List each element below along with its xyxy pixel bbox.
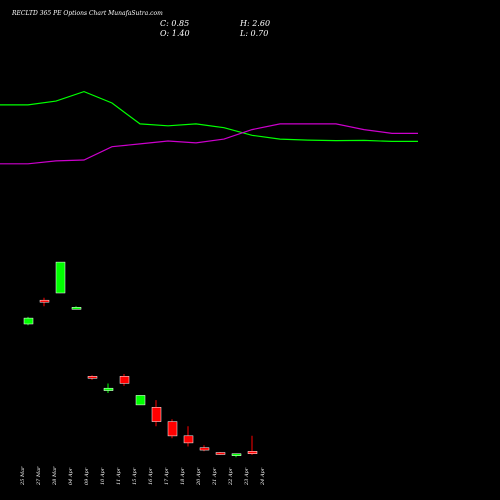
candle-body bbox=[151, 407, 162, 422]
indicator-lines bbox=[0, 90, 418, 165]
candle bbox=[183, 426, 194, 447]
candle-body bbox=[87, 376, 98, 379]
close-value: C: 0.85 bbox=[160, 19, 189, 28]
candle bbox=[167, 419, 178, 439]
x-tick-label: 18 Apr bbox=[180, 467, 186, 485]
candle-body bbox=[183, 435, 194, 444]
candle-body bbox=[215, 452, 226, 455]
candle bbox=[247, 435, 258, 455]
candles bbox=[23, 261, 258, 458]
candle-body bbox=[119, 376, 130, 384]
high-value: H: 2.60 bbox=[239, 19, 270, 28]
candle-body bbox=[55, 261, 66, 294]
x-tick-label: 09 Apr bbox=[84, 467, 90, 485]
candle bbox=[215, 452, 226, 455]
x-tick-label: 22 Apr bbox=[228, 467, 234, 486]
x-tick-label: 20 Apr bbox=[196, 467, 202, 486]
candle-body bbox=[167, 421, 178, 437]
open-value: O: 1.40 bbox=[160, 29, 190, 38]
candle-body bbox=[247, 451, 258, 454]
x-tick-label: 10 Apr bbox=[100, 467, 106, 485]
x-tick-label: 11 Apr bbox=[116, 467, 122, 485]
x-tick-label: 17 Apr bbox=[164, 467, 170, 485]
x-tick-label: 04 Apr bbox=[68, 467, 74, 485]
candle-body bbox=[103, 387, 114, 391]
x-tick-label: 23 Apr bbox=[244, 467, 250, 486]
low-value: L: 0.70 bbox=[239, 29, 268, 38]
x-tick-label: 27 Mar bbox=[36, 466, 42, 486]
candle bbox=[103, 383, 114, 393]
candle bbox=[55, 261, 66, 294]
x-tick-label: 16 Apr bbox=[148, 467, 154, 485]
candle bbox=[71, 306, 82, 310]
magenta-indicator-line bbox=[0, 123, 418, 165]
candle-body bbox=[23, 317, 34, 325]
x-tick-label: 28 Mar bbox=[52, 466, 58, 486]
x-tick-label: 25 Mar bbox=[20, 466, 26, 486]
candle-body bbox=[231, 453, 242, 456]
candle-body bbox=[39, 299, 50, 303]
candle bbox=[199, 445, 210, 452]
chart-title: RECLTD 365 PE Options Chart MunafaSutra.… bbox=[11, 10, 163, 17]
x-tick-label: 24 Apr bbox=[260, 467, 266, 486]
candle-body bbox=[199, 447, 210, 451]
candle bbox=[119, 374, 130, 386]
candle bbox=[151, 400, 162, 427]
candle bbox=[23, 316, 34, 326]
x-tick-label: 21 Apr bbox=[212, 467, 218, 486]
green-indicator-line bbox=[0, 90, 418, 142]
candle-body bbox=[135, 395, 146, 406]
candle bbox=[231, 453, 242, 458]
x-tick-label: 15 Apr bbox=[132, 467, 138, 485]
candle bbox=[135, 395, 146, 406]
candle bbox=[87, 375, 98, 380]
candle-body bbox=[71, 307, 82, 310]
candle bbox=[39, 297, 50, 307]
x-axis: 25 Mar 27 Mar 28 Mar 04 Apr 09 Apr 10 Apr 11 A… bbox=[20, 466, 266, 486]
